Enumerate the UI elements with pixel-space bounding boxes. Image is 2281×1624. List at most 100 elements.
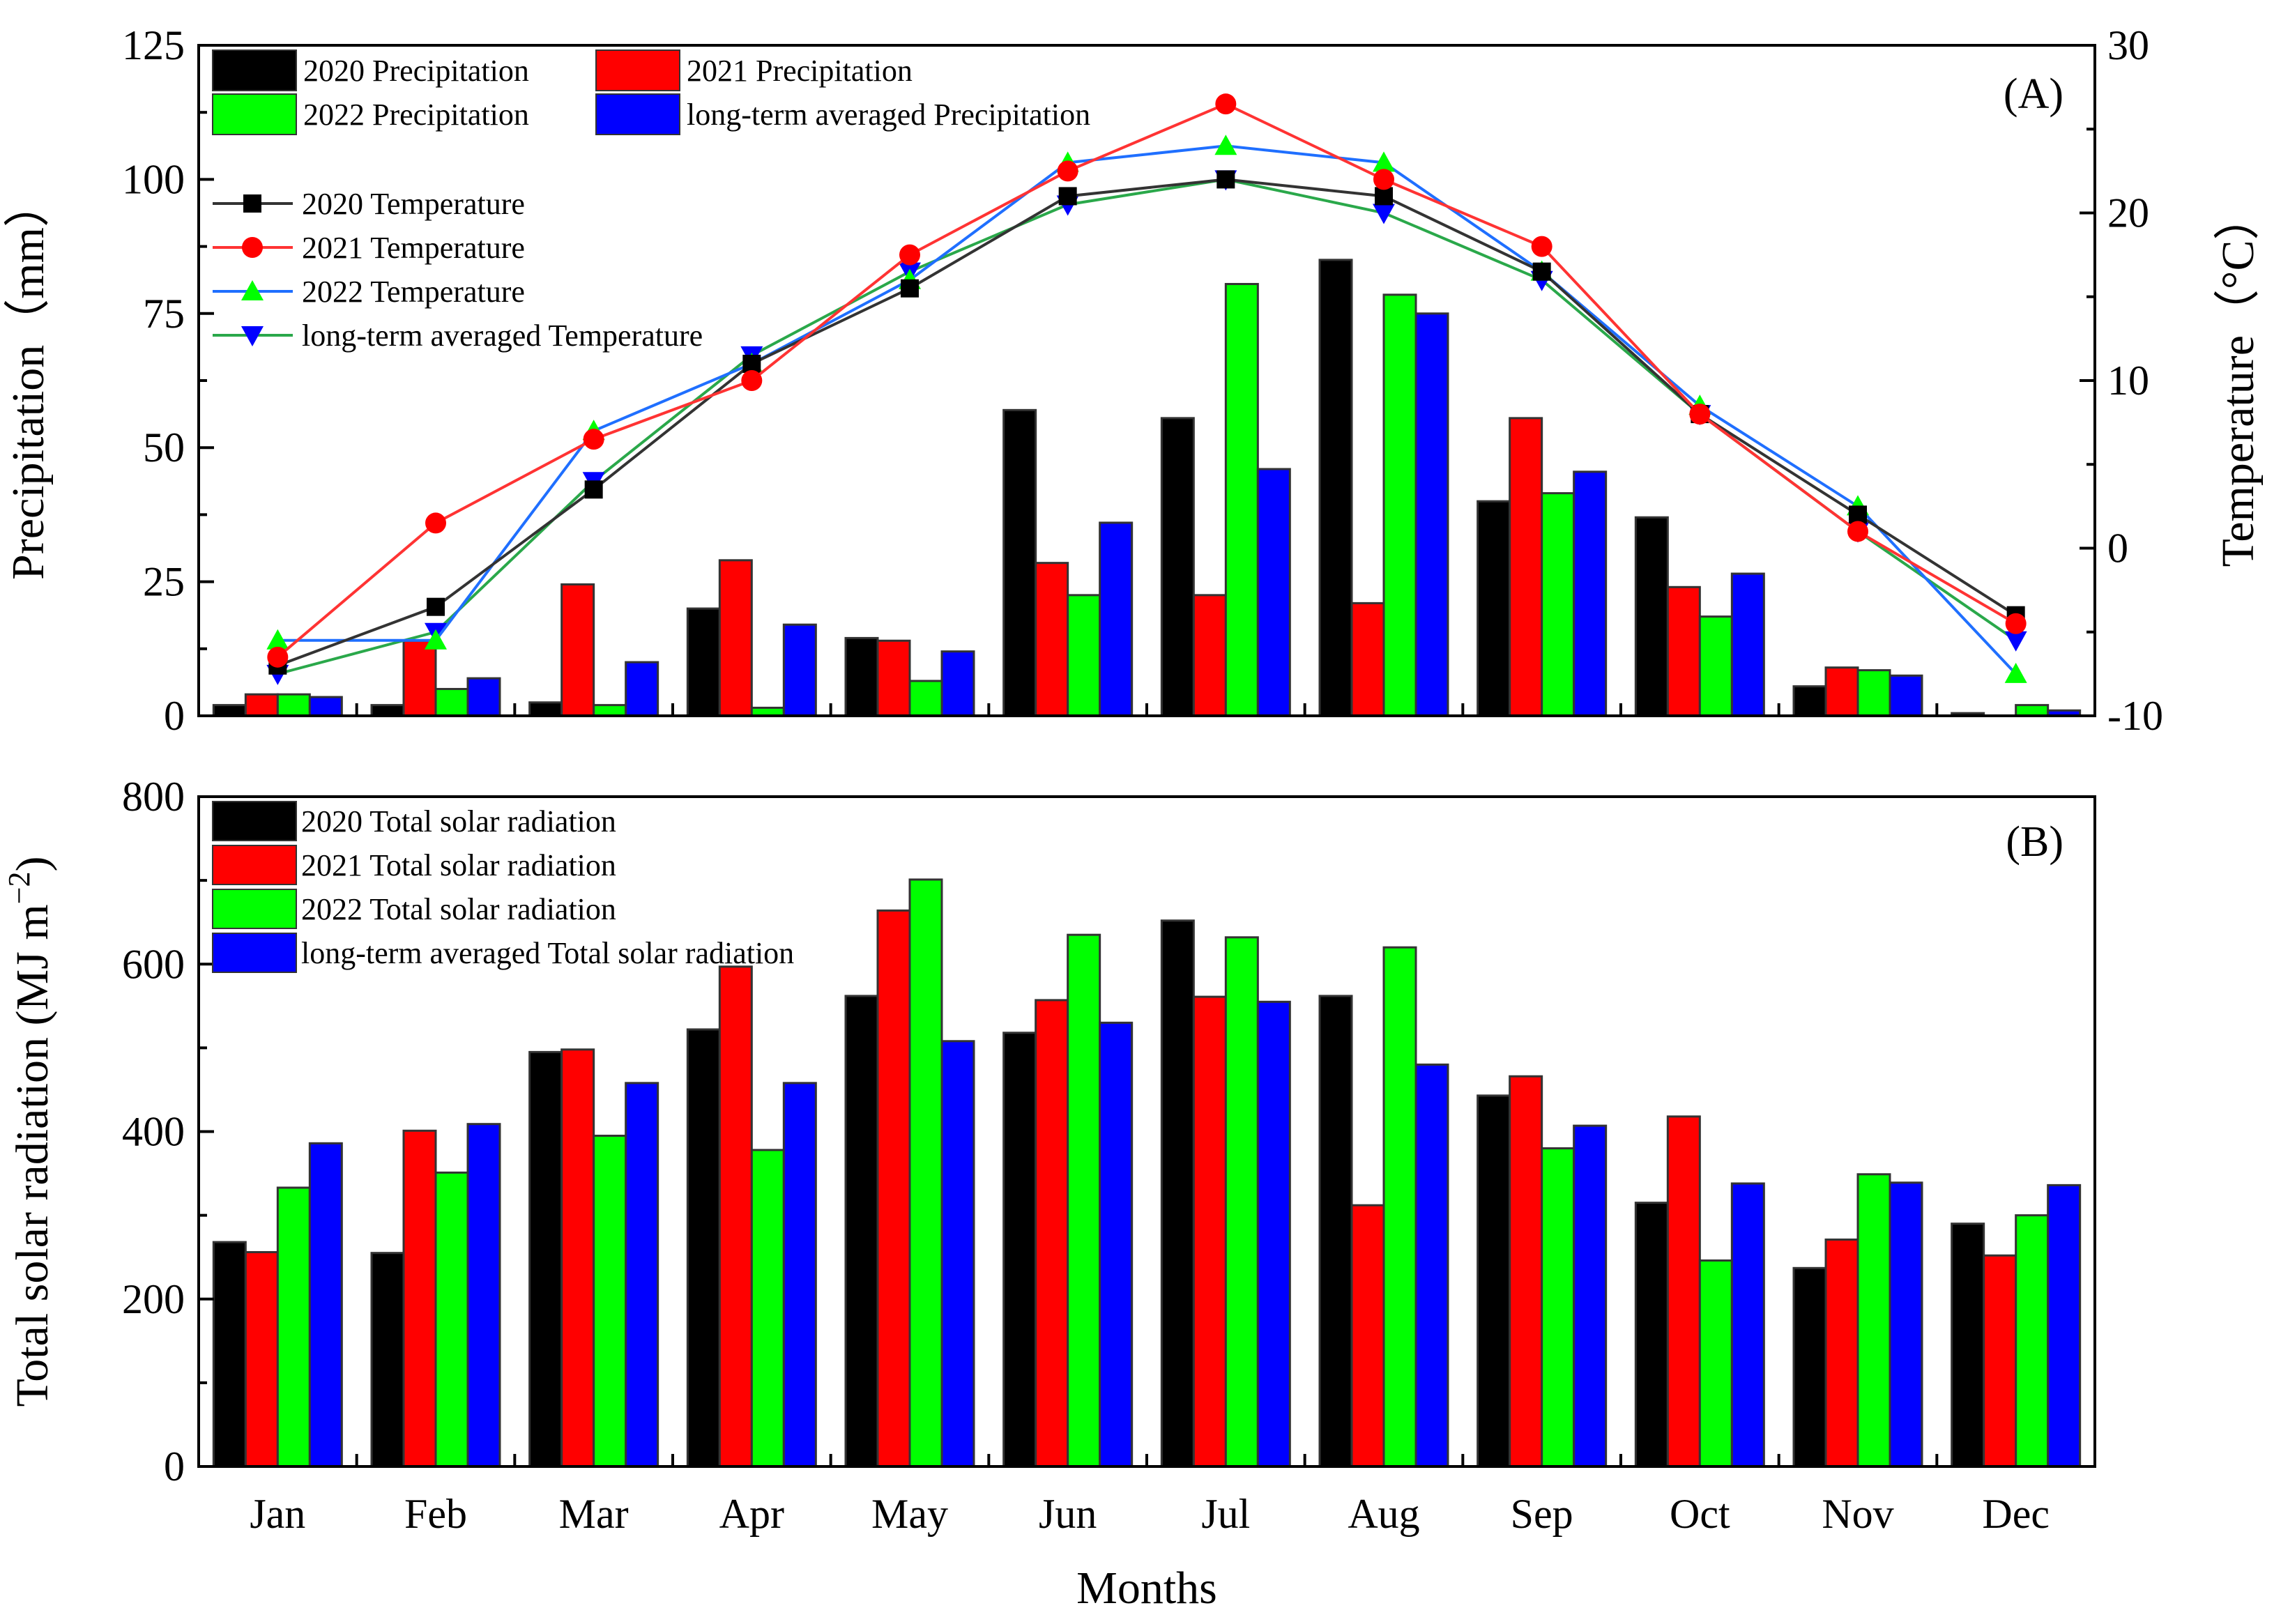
precip-bar-2-sep	[1541, 492, 1576, 717]
legend-item-temperature-2: 2022 Temperature	[213, 275, 525, 309]
legend-label-precip-0: 2020 Precipitation	[303, 54, 529, 88]
solar-bar-1-jul	[1192, 995, 1227, 1468]
precip-bar-1-jul	[1192, 594, 1227, 717]
precip-bar-1-mar	[560, 583, 595, 717]
temperature-point-1-apr	[741, 370, 763, 391]
precip-bar-1-jun	[1035, 562, 1069, 717]
precip-bar-0-jan	[212, 704, 247, 717]
legend-swatch-solar-1	[212, 845, 297, 885]
precip-bar-3-apr	[782, 623, 817, 717]
y2-tick-label-a-0: -10	[2107, 693, 2163, 739]
legend-marker-temperature-2	[241, 280, 264, 300]
temperature-point-1-jan	[267, 646, 289, 668]
precip-bar-2-feb	[434, 688, 469, 717]
precip-bar-2-may	[908, 680, 943, 717]
solar-bar-0-apr	[686, 1028, 721, 1468]
solar-bar-2-dec	[2015, 1214, 2050, 1468]
temperature-point-1-feb	[425, 512, 446, 534]
y-tick-label-a-1: 25	[143, 559, 185, 605]
solar-bar-1-mar	[560, 1048, 595, 1468]
temperature-point-0-jun	[1058, 187, 1077, 206]
solar-bar-2-jan	[276, 1186, 311, 1468]
temperature-point-1-dec	[2005, 613, 2027, 634]
legend-marker-temperature-1	[242, 237, 263, 258]
temperature-point-0-may	[901, 279, 919, 298]
precip-bar-0-jun	[1002, 408, 1037, 717]
precip-bar-2-dec	[2015, 704, 2050, 717]
legend-label-solar-2: 2022 Total solar radiation	[301, 892, 616, 926]
y-axis-title-b-main: Total solar radiation (MJ m	[7, 904, 58, 1407]
precip-bar-0-apr	[686, 607, 721, 717]
y-tick-label-a-3: 75	[143, 291, 185, 337]
solar-bar-0-jan	[212, 1241, 247, 1468]
solar-bar-1-jan	[244, 1250, 279, 1468]
precip-bar-1-jan	[244, 693, 279, 717]
precip-bar-0-sep	[1477, 500, 1511, 717]
solar-bar-3-apr	[782, 1082, 817, 1468]
legend-label-temperature-1: 2021 Temperature	[302, 231, 525, 265]
y-axis-title-b-sup: −2	[2, 871, 36, 904]
solar-bar-0-aug	[1318, 995, 1353, 1468]
solar-bar-3-sep	[1573, 1124, 1608, 1468]
solar-bar-0-sep	[1477, 1094, 1511, 1468]
temperature-point-2-aug	[1373, 151, 1395, 172]
solar-bar-3-may	[940, 1040, 975, 1468]
temperature-point-1-sep	[1531, 236, 1553, 257]
precip-bar-1-apr	[718, 559, 753, 717]
precip-bar-2-mar	[593, 704, 627, 717]
temperature-point-0-nov	[1849, 505, 1867, 524]
precip-bar-2-nov	[1856, 669, 1891, 717]
precip-bar-2-jun	[1067, 594, 1101, 717]
temperature-point-0-apr	[742, 354, 761, 373]
x-axis: Jan Feb Mar Apr May Jun Jul Aug Sep Oct Nov Dec Mont…	[250, 1491, 2050, 1614]
solar-bar-1-may	[876, 909, 911, 1468]
temperature-point-0-aug	[1375, 187, 1393, 206]
temperature-line-2	[277, 144, 2017, 675]
precip-bar-0-jul	[1160, 417, 1195, 717]
solar-bar-2-may	[908, 878, 943, 1468]
x-tick-label-feb: Feb	[404, 1491, 467, 1537]
precip-bar-3-mar	[625, 661, 659, 717]
temperature-point-1-jun	[1057, 160, 1078, 182]
temperature-point-0-feb	[427, 597, 445, 616]
temperature-point-2-jan	[266, 629, 289, 650]
solar-bar-3-feb	[466, 1123, 501, 1468]
solar-bar-1-feb	[402, 1129, 437, 1468]
y2-tick-label-a-2: 10	[2107, 358, 2149, 404]
legend-label-temperature-2: 2022 Temperature	[302, 275, 525, 309]
precip-bar-1-nov	[1824, 666, 1859, 717]
precip-bar-0-nov	[1792, 685, 1827, 717]
solar-bar-2-jul	[1224, 936, 1259, 1468]
solar-bar-0-may	[844, 995, 879, 1468]
solar-bar-2-sep	[1541, 1147, 1576, 1468]
precip-bar-0-mar	[528, 701, 563, 717]
x-tick-label-nov: Nov	[1822, 1491, 1893, 1537]
y-axis-title-b-close: )	[7, 856, 58, 871]
legend-label-solar-0: 2020 Total solar radiation	[301, 804, 616, 838]
temperature-point-1-nov	[1847, 521, 1868, 542]
x-axis-title: Months	[1076, 1563, 1217, 1614]
precip-bar-3-aug	[1414, 312, 1449, 717]
precip-bar-3-jan	[308, 696, 343, 717]
solar-bar-2-aug	[1382, 946, 1417, 1468]
solar-bar-3-jul	[1256, 1000, 1291, 1468]
solar-series-0	[212, 919, 1985, 1468]
precip-bar-0-may	[844, 636, 879, 717]
precip-bar-0-aug	[1318, 259, 1353, 717]
precip-bar-1-aug	[1350, 602, 1385, 717]
y-axis-title-b: Total solar radiation (MJ m−2)	[2, 856, 58, 1407]
legend-label-precip-1: 2021 Precipitation	[687, 54, 913, 88]
precip-bar-3-jul	[1256, 468, 1291, 717]
temperature-point-2-jul	[1214, 135, 1237, 155]
legend-label-precip-3: long-term averaged Precipitation	[687, 98, 1090, 132]
temperature-point-0-jul	[1216, 170, 1235, 189]
solar-bar-0-jun	[1002, 1032, 1037, 1468]
panel-tag-a: (A)	[2004, 70, 2063, 118]
precip-bar-2-aug	[1382, 293, 1417, 717]
solar-bar-3-aug	[1414, 1063, 1449, 1468]
temperature-point-1-aug	[1373, 169, 1394, 190]
precip-bar-3-sep	[1573, 470, 1608, 717]
solar-bar-0-feb	[370, 1252, 405, 1468]
temperature-point-2-feb	[425, 629, 447, 650]
